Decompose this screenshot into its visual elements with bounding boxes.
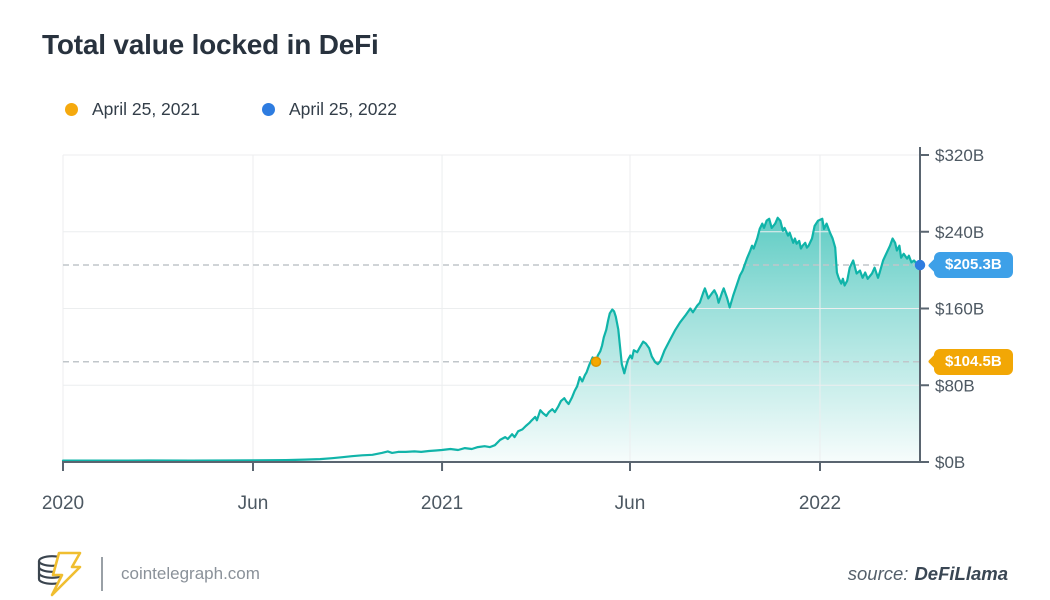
data-point-marker-2022 [914,259,926,271]
source-name: DeFiLlama [914,563,1008,584]
cointelegraph-logo-icon [32,551,90,600]
y-tick-label: $160B [935,300,984,319]
y-tick-label: $320B [935,146,984,165]
blue-dot-icon [262,103,275,116]
footer-site-text: cointelegraph.com [121,564,260,583]
page-title: Total value locked in DeFi [42,28,379,60]
legend-label-apr-2021: April 25, 2021 [92,99,200,119]
data-point-marker-2021 [590,356,602,367]
x-tick-label: 2021 [421,493,463,514]
y-tick-label: $240B [935,223,984,242]
x-tick-label: 2022 [799,493,841,514]
x-tick-label: Jun [238,493,269,514]
footer-divider [101,557,103,591]
legend-label-apr-2022: April 25, 2022 [289,99,397,119]
y-tick-label: $0B [935,453,965,472]
value-badge-2022: $205.3B [934,252,1013,279]
source-credit: source: DeFiLlama [848,563,1008,585]
source-prefix: source: [847,563,909,584]
legend-item-apr-2021: April 25, 2021 [65,99,200,120]
tvl-line [61,216,922,462]
value-badge-2021: $104.5B [934,348,1013,375]
x-tick-label: Jun [615,493,646,514]
y-tick-label: $80B [935,376,975,395]
legend: April 25, 2021 April 25, 2022 [65,99,397,120]
area-fill [63,217,920,462]
orange-dot-icon [65,103,78,116]
legend-item-apr-2022: April 25, 2022 [262,99,397,120]
x-tick-label: 2020 [42,493,84,514]
